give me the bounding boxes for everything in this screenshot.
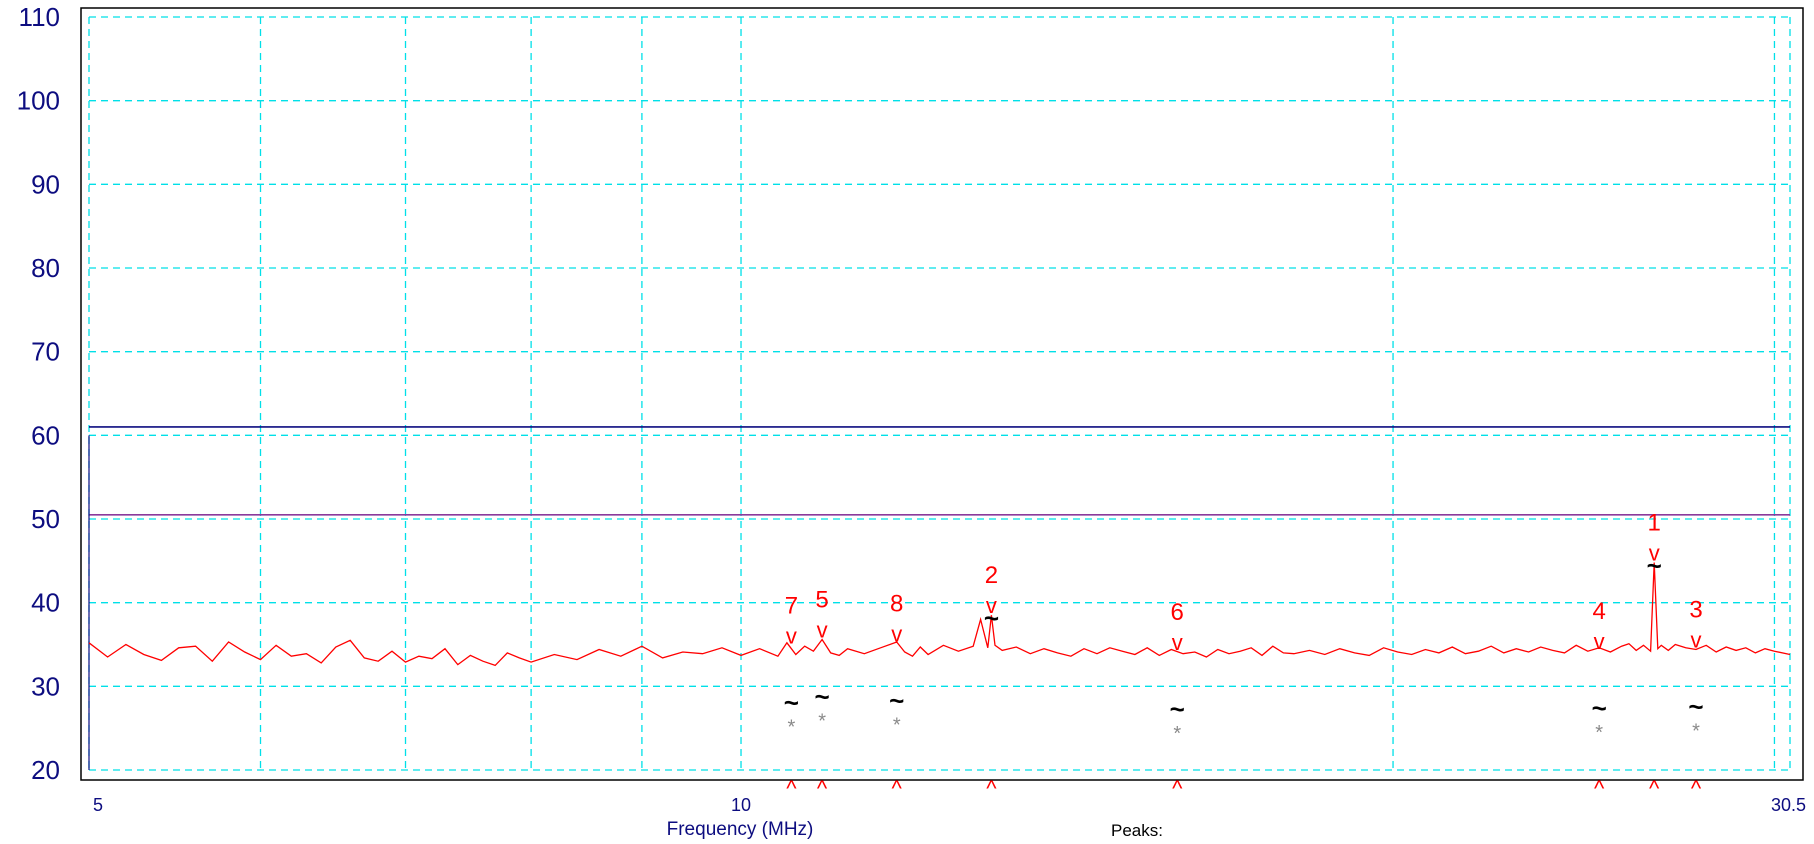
x-tick-label: 10: [731, 795, 751, 815]
y-tick-label: 110: [19, 2, 60, 32]
x-tick-label: 30.5: [1771, 795, 1806, 815]
peak-avg-marker-6: *: [1173, 723, 1181, 745]
peak-qp-marker-1: ~: [1647, 551, 1662, 581]
peak-bottom-marker-5: ^: [817, 776, 828, 801]
y-tick-label: 100: [17, 86, 60, 116]
peak-label-7: 7: [785, 592, 798, 619]
peak-bottom-marker-1: ^: [1649, 776, 1660, 801]
peak-bottom-marker-7: ^: [786, 776, 797, 801]
y-tick-label: 50: [31, 504, 60, 534]
peak-bottom-marker-2: ^: [986, 776, 997, 801]
peak-qp-marker-4: ~: [1592, 693, 1607, 723]
y-tick-label: 30: [31, 671, 60, 701]
peak-avg-marker-8: *: [893, 715, 901, 737]
peak-marker-1: v: [1649, 541, 1660, 566]
peak-label-1: 1: [1648, 510, 1661, 537]
y-tick-label: 70: [31, 337, 60, 367]
peak-label-5: 5: [815, 586, 828, 613]
y-tick-label: 60: [31, 420, 60, 450]
series-line-1: [88, 562, 1791, 667]
peak-qp-marker-3: ~: [1688, 692, 1703, 722]
peak-marker-2: v: [986, 593, 997, 618]
plot-frame: [80, 7, 1804, 781]
peak-label-2: 2: [985, 562, 998, 589]
peak-marker-8: v: [891, 622, 902, 647]
y-tick-label: 40: [31, 588, 60, 618]
peak-avg-marker-3: *: [1692, 721, 1700, 743]
x-axis-ticks: 5 10 30.5: [93, 795, 1806, 815]
peak-label-4: 4: [1592, 598, 1605, 625]
peak-avg-marker-5: *: [818, 710, 826, 732]
peak-qp-marker-7: ~: [784, 687, 799, 717]
y-tick-label: 90: [31, 169, 60, 199]
peak-qp-marker-6: ~: [1170, 694, 1185, 724]
peak-label-3: 3: [1689, 597, 1702, 624]
peak-qp-marker-2: ~: [984, 603, 999, 633]
y-tick-label: 20: [31, 755, 60, 785]
peak-marker-4: v: [1594, 629, 1605, 654]
peak-label-6: 6: [1171, 599, 1184, 626]
series-layer: [88, 562, 1791, 667]
peak-bottom-marker-8: ^: [892, 776, 903, 801]
y-tick-label: 80: [31, 253, 60, 283]
x-axis-label: Frequency (MHz): [667, 819, 814, 839]
grid: [88, 16, 1791, 771]
peak-avg-marker-7: *: [787, 716, 795, 738]
peak-bottom-marker-4: ^: [1594, 776, 1605, 801]
peak-avg-marker-4: *: [1595, 722, 1603, 744]
y-axis-ticks: 110 100 90 80 70 60 50 40 30 20: [17, 2, 60, 785]
x-tick-label: 5: [93, 795, 103, 815]
peak-label-8: 8: [890, 591, 903, 618]
peak-bottom-marker-3: ^: [1691, 776, 1702, 801]
peak-qp-marker-8: ~: [889, 686, 904, 716]
peak-marker-7: v: [786, 623, 797, 648]
peak-marker-6: v: [1172, 630, 1183, 655]
peak-markers: 1v^~2v^~ 3v^~*4v^~*5v^~*6v^~*7v^~*8v^~*: [784, 510, 1704, 801]
peak-bottom-marker-6: ^: [1172, 776, 1183, 801]
peak-qp-marker-5: ~: [814, 681, 829, 711]
peak-marker-5: v: [817, 617, 828, 642]
limit-lines: [88, 426, 1790, 770]
peaks-caption: Peaks:: [1111, 821, 1163, 839]
peak-marker-3: v: [1691, 628, 1702, 653]
